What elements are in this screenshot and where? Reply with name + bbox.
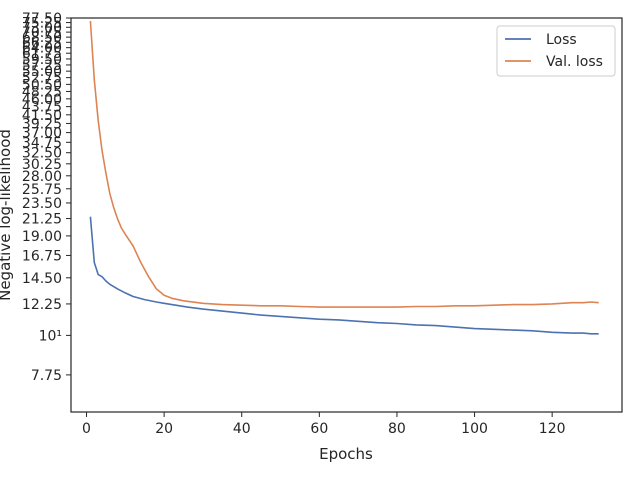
y-tick-label: 64.00 [22,41,62,57]
y-tick-label: 73.00 [22,20,62,36]
y-tick-label: 77.50 [22,11,62,27]
x-axis-label: Epochs [319,445,373,463]
y-tick-label: 39.25 [22,116,62,132]
y-tick-label: 43.75 [22,100,62,116]
y-tick-label: 48.25 [22,84,62,100]
y-tick-label: 52.75 [22,71,62,87]
y-tick-label: 37.00 [22,126,62,142]
legend: Loss Val. loss [496,25,616,77]
y-tick-label: 57.25 [22,58,62,74]
y-tick-label: 66.25 [22,35,62,51]
x-tick-label: 20 [155,421,173,437]
y-tick-label: 55.00 [22,64,62,80]
series-line-2 [89,20,599,308]
legend-label: Val. loss [546,54,603,70]
y-tick-label: 14.50 [22,271,62,287]
series-line-1 [89,216,599,335]
y-tick-label: 7.75 [31,368,62,384]
y-tick-label: 34.75 [22,135,62,151]
x-tick-label: 120 [539,421,566,437]
y-tick-label: 16.75 [22,248,62,264]
y-tick-label: 12.25 [22,297,62,313]
y-tick-label: 23.50 [22,196,62,212]
y-tick-label: 68.50 [22,30,62,46]
y-tick-label: 41.50 [22,108,62,124]
y-tick-label: 50.50 [22,77,62,93]
x-tick-label: 40 [233,421,251,437]
plot-frame [70,17,623,413]
x-tick-label: 80 [388,421,406,437]
y-tick-label: 61.75 [22,46,62,62]
legend-label: Loss [546,32,577,48]
axes-layer: 0 20 40 60 80 100 120 7.75 10¹ 12.25 14.50 16.75 19.… [22,11,623,437]
x-tick-label: 0 [82,421,91,437]
y-tick-label: 25.75 [22,182,62,198]
y-tick-label: 59.50 [22,52,62,68]
y-tick-label: 32.50 [22,146,62,162]
series-layer [89,20,599,335]
y-tick-label: 70.75 [22,25,62,41]
y-axis-label: Negative log-likelihood [0,129,14,301]
y-tick-label: 21.25 [22,212,62,228]
y-tick-label: 46.00 [22,92,62,108]
y-tick-label: 28.00 [22,169,62,185]
y-tick-label: 10¹ [39,328,62,344]
plot-area [71,18,622,412]
x-tick-label: 60 [310,421,328,437]
y-tick-label: 30.25 [22,157,62,173]
y-tick-label: 75.25 [22,16,62,32]
plot-background [71,18,622,412]
y-tick-label: 19.00 [22,229,62,245]
x-tick-label: 100 [461,421,488,437]
